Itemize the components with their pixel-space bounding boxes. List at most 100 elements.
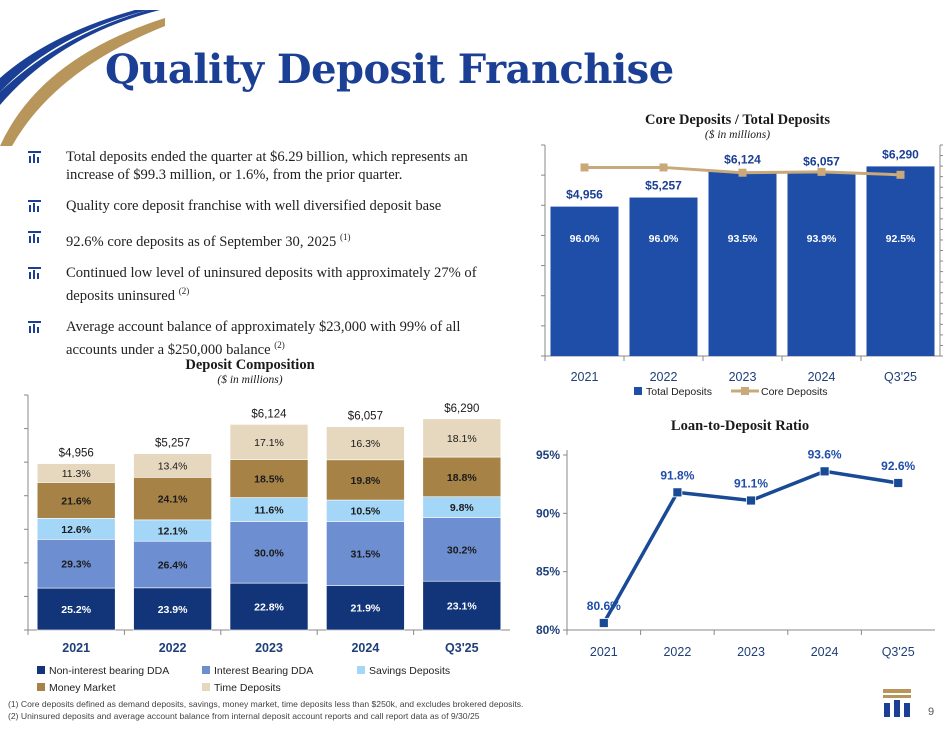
core-deposits-marker bbox=[580, 163, 589, 172]
segment-pct-label: 10.5% bbox=[351, 506, 381, 518]
total-value-label: $5,257 bbox=[155, 438, 190, 450]
ltd-value-label: 80.6% bbox=[587, 599, 621, 613]
y-tick-label: 90% bbox=[536, 506, 560, 520]
ltd-marker bbox=[672, 487, 683, 498]
footnote-2: (2) Uninsured deposits and average accou… bbox=[8, 711, 480, 721]
ltd-marker bbox=[598, 618, 609, 628]
legend-item: Interest Bearing DDA bbox=[202, 665, 313, 677]
x-tick-label: 2021 bbox=[62, 641, 90, 655]
stack-segment bbox=[326, 426, 405, 461]
ltd-line bbox=[602, 469, 899, 624]
legend-label: Time Deposits bbox=[214, 682, 281, 694]
core-deposits-marker bbox=[659, 163, 668, 172]
page-title: Quality Deposit Franchise bbox=[105, 46, 674, 93]
legend-item: Savings Deposits bbox=[357, 665, 450, 677]
bullet-list: Total deposits ended the quarter at $6.2… bbox=[28, 148, 493, 372]
segment-pct-label: 23.9% bbox=[158, 604, 188, 616]
segment-pct-label: 25.2% bbox=[61, 604, 91, 616]
corner-swoosh-logo bbox=[0, 0, 170, 146]
stack-segment bbox=[36, 463, 116, 483]
segment-pct-label: 11.6% bbox=[254, 505, 284, 517]
deposit-composition-chart-subtitle: ($ in millions) bbox=[217, 374, 283, 386]
footnote-1: (1) Core deposits defined as demand depo… bbox=[8, 699, 524, 709]
y-tick-label: 80% bbox=[536, 623, 560, 637]
stack-segment bbox=[422, 418, 502, 458]
segment-pct-label: 30.0% bbox=[254, 547, 284, 559]
bar-total-deposits bbox=[708, 171, 777, 356]
total-value-label: $6,057 bbox=[348, 411, 383, 423]
x-tick-label: Q3'25 bbox=[884, 370, 917, 384]
stack-segment bbox=[229, 582, 309, 631]
core-deposits-chart: $4,956 2021 96.0% $5,257 2022 96.0% $6,124 2023… bbox=[541, 144, 943, 398]
segment-pct-label: 9.8% bbox=[450, 502, 475, 514]
x-tick-label: Q3'25 bbox=[445, 641, 479, 655]
core-deposits-marker bbox=[896, 170, 905, 179]
legend-label: Savings Deposits bbox=[369, 665, 451, 677]
ltd-value-label: 92.6% bbox=[881, 459, 915, 473]
bullet-text: 92.6% core deposits as of September 30, … bbox=[66, 233, 340, 250]
legend-swatch bbox=[202, 683, 210, 691]
core-pct-label: 96.0% bbox=[570, 233, 600, 245]
segment-pct-label: 30.2% bbox=[447, 544, 477, 556]
core-pct-label: 93.5% bbox=[728, 233, 758, 245]
segment-pct-label: 31.5% bbox=[351, 548, 381, 560]
footnote-ref: (2) bbox=[178, 285, 190, 296]
core-pct-label: 92.5% bbox=[886, 233, 916, 245]
bullet-item: Continued low level of uninsured deposit… bbox=[28, 264, 493, 305]
stack-segment bbox=[133, 587, 212, 631]
total-value-label: $6,290 bbox=[444, 403, 479, 415]
x-tick-label: 2022 bbox=[159, 641, 187, 655]
x-tick-label: 2024 bbox=[351, 641, 379, 655]
segment-pct-label: 24.1% bbox=[158, 494, 188, 506]
segment-pct-label: 12.6% bbox=[61, 524, 91, 536]
bullet-item: Total deposits ended the quarter at $6.2… bbox=[28, 148, 493, 184]
stack-segment bbox=[133, 540, 212, 589]
legend-label: Interest Bearing DDA bbox=[214, 665, 314, 677]
bullet-item: Average account balance of approximately… bbox=[28, 318, 493, 359]
segment-pct-label: 26.4% bbox=[158, 560, 188, 572]
legend-item: Time Deposits bbox=[202, 682, 281, 694]
x-tick-label: 2021 bbox=[571, 370, 599, 384]
bar-chart-icon bbox=[28, 231, 41, 243]
segment-pct-label: 17.1% bbox=[254, 437, 284, 449]
stack-segment bbox=[229, 424, 309, 460]
legend-swatch bbox=[37, 683, 45, 691]
legend-label: Non-interest bearing DDA bbox=[49, 665, 170, 677]
bar-total-deposits bbox=[866, 166, 935, 356]
segment-pct-label: 29.3% bbox=[61, 559, 91, 571]
stack-segment bbox=[326, 459, 405, 501]
legend-label-total: Total Deposits bbox=[646, 386, 712, 398]
segment-pct-label: 16.3% bbox=[351, 438, 381, 450]
core-deposits-marker bbox=[817, 167, 826, 176]
bar-chart-icon bbox=[28, 200, 41, 212]
x-tick-label: 2021 bbox=[590, 645, 618, 659]
total-value-label: $6,124 bbox=[251, 408, 287, 420]
footnote-ref: (1) bbox=[339, 232, 351, 242]
segment-pct-label: 18.8% bbox=[447, 472, 477, 484]
ltd-chart-title: Loan-to-Deposit Ratio bbox=[670, 418, 810, 434]
stack-segment bbox=[326, 585, 405, 631]
stack-segment bbox=[133, 453, 212, 478]
y-tick-label: 95% bbox=[536, 448, 560, 462]
page-number: 9 bbox=[928, 706, 935, 718]
segment-pct-label: 13.4% bbox=[158, 461, 188, 473]
bar-value-label: $5,257 bbox=[645, 179, 682, 193]
y-tick-label: 85% bbox=[536, 565, 560, 579]
bullet-text: Quality core deposit franchise with well… bbox=[66, 198, 442, 214]
stack-segment bbox=[36, 539, 116, 589]
bar-value-label: $6,057 bbox=[803, 154, 840, 168]
legend-swatch-total bbox=[634, 387, 642, 395]
company-logo bbox=[883, 689, 911, 717]
ltd-marker bbox=[746, 495, 756, 506]
stack-segment bbox=[36, 587, 116, 631]
stack-segment bbox=[326, 521, 405, 586]
x-tick-label: 2024 bbox=[808, 370, 836, 384]
core-pct-label: 96.0% bbox=[649, 233, 679, 245]
bullet-item: 92.6% core deposits as of September 30, … bbox=[28, 228, 493, 251]
bar-total-deposits bbox=[629, 197, 698, 356]
deposit-composition-legend: Non-interest bearing DDA Interest Bearing… bbox=[37, 665, 507, 697]
segment-pct-label: 22.8% bbox=[254, 602, 284, 614]
total-value-label: $4,956 bbox=[59, 448, 94, 460]
segment-pct-label: 21.9% bbox=[351, 603, 381, 615]
footnote-ref: (2) bbox=[274, 339, 285, 350]
